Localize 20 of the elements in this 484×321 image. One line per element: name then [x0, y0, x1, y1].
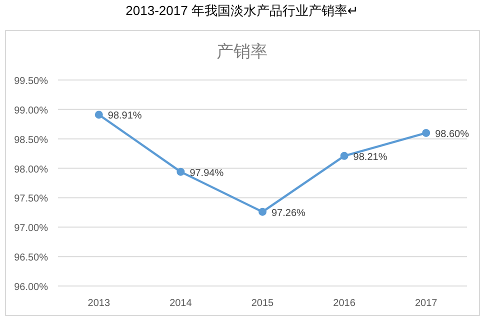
ytick: 99.00%	[14, 105, 48, 116]
subtitle: 产销率	[216, 42, 268, 61]
ytick: 97.50%	[14, 194, 48, 205]
data-label: 98.91%	[108, 110, 142, 122]
xtick: 2013	[88, 298, 110, 309]
xtick: 2017	[414, 298, 438, 309]
ytick: 98.00%	[14, 164, 48, 176]
xtick: 2016	[333, 298, 356, 309]
ytick: 97.00%	[14, 223, 48, 234]
ytick: 98.50%	[14, 134, 48, 146]
title: 2013-2017 年我国淡水产品行业产销率↵	[126, 3, 358, 18]
ytick: 96.50%	[14, 252, 48, 264]
xtick: 2015	[251, 298, 274, 309]
ytick: 96.00%	[14, 282, 48, 293]
data-label: 98.60%	[435, 128, 470, 140]
data-label: 97.94%	[190, 168, 224, 179]
ytick: 99.50%	[14, 76, 48, 87]
data-label: 97.26%	[272, 208, 306, 219]
data-label: 98.21%	[353, 152, 388, 163]
xtick: 2014	[170, 298, 192, 309]
